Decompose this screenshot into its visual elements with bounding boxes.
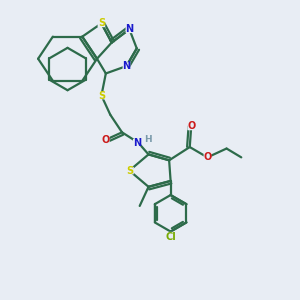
FancyBboxPatch shape xyxy=(102,136,110,143)
FancyBboxPatch shape xyxy=(97,92,106,99)
Text: N: N xyxy=(125,24,134,34)
FancyBboxPatch shape xyxy=(188,123,195,130)
Text: S: S xyxy=(98,91,105,100)
Text: S: S xyxy=(98,18,105,28)
Text: O: O xyxy=(187,122,195,131)
FancyBboxPatch shape xyxy=(98,20,105,27)
FancyBboxPatch shape xyxy=(123,62,130,70)
FancyBboxPatch shape xyxy=(204,154,211,161)
Text: Cl: Cl xyxy=(165,232,176,242)
Text: S: S xyxy=(126,166,133,176)
FancyBboxPatch shape xyxy=(126,26,133,33)
Text: H: H xyxy=(144,135,152,144)
Text: N: N xyxy=(122,61,130,71)
Text: N: N xyxy=(133,138,141,148)
FancyBboxPatch shape xyxy=(165,232,176,240)
FancyBboxPatch shape xyxy=(125,167,134,174)
Text: O: O xyxy=(102,135,110,145)
Text: O: O xyxy=(203,152,211,162)
FancyBboxPatch shape xyxy=(133,139,141,146)
